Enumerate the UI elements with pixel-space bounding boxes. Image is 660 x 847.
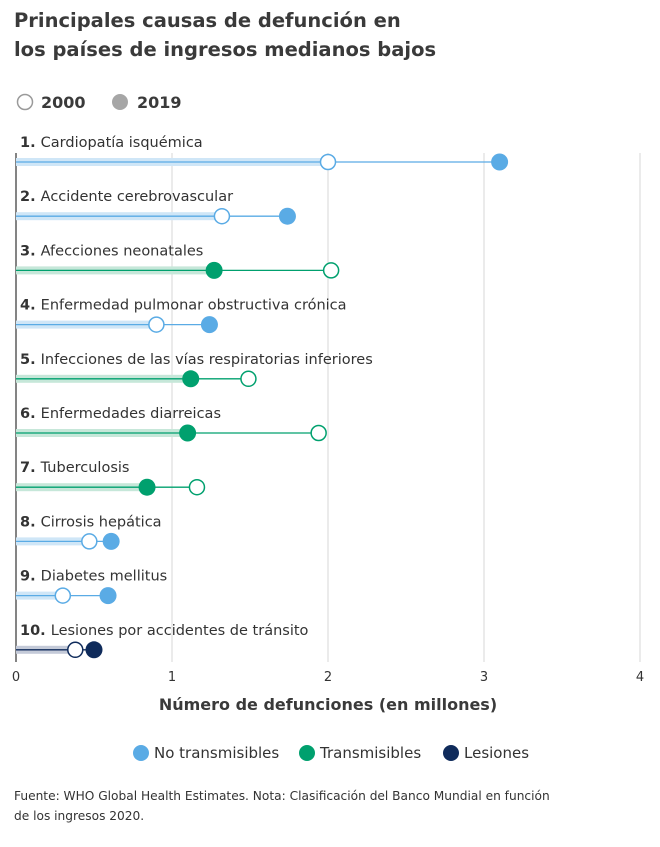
- point-2000: [81, 533, 98, 550]
- category-label: 5. Infecciones de las vías respiratorias…: [20, 352, 373, 368]
- category-row: 2. Accidente cerebrovascular: [16, 189, 296, 225]
- point-2000: [67, 641, 84, 659]
- point-2019: [491, 153, 509, 171]
- category-label: 7. Tuberculosis: [20, 460, 129, 476]
- legend-l-label: Lesiones: [464, 744, 529, 762]
- category-row: 10. Lesiones por accidentes de tránsito: [16, 623, 309, 659]
- x-tick-label: 2: [324, 670, 332, 685]
- category-row: 8. Cirrosis hepática: [16, 514, 162, 550]
- point-2019: [85, 641, 103, 659]
- x-tick-label: 4: [636, 670, 644, 685]
- point-2000: [54, 587, 72, 604]
- grid-lines: [15, 153, 641, 662]
- point-2000: [213, 207, 231, 225]
- category-row: 6. Enfermedades diarreicas: [16, 406, 327, 442]
- x-tick-label: 3: [480, 670, 488, 685]
- x-axis-title: Número de defunciones (en millones): [159, 695, 497, 714]
- point-2019: [102, 532, 120, 550]
- point-2019: [179, 424, 197, 442]
- point-2000: [148, 316, 165, 333]
- chart-title-line-2: los países de ingresos medianos bajos: [14, 38, 436, 61]
- x-tick-label: 1: [168, 670, 176, 685]
- point-2019: [182, 370, 200, 388]
- plot-rows: 1. Cardiopatía isquémica 2. Accidente cer…: [16, 135, 509, 659]
- point-2000: [322, 262, 340, 279]
- legend-t-label: Transmisibles: [319, 744, 421, 762]
- category-label: 9. Diabetes mellitus: [20, 569, 167, 585]
- point-2000: [188, 478, 206, 496]
- x-axis-ticks: 0 1 2 3 4: [12, 670, 644, 685]
- source-note-line-1: Fuente: WHO Global Health Estimates. Not…: [14, 789, 550, 803]
- category-label: 2. Accidente cerebrovascular: [20, 189, 233, 205]
- legend-l-marker: [443, 745, 459, 761]
- point-2019: [200, 316, 218, 334]
- legend-t-marker: [299, 745, 315, 761]
- category-row: 1. Cardiopatía isquémica: [16, 135, 509, 171]
- category-label: 6. Enfermedades diarreicas: [20, 406, 221, 422]
- point-2019: [278, 207, 296, 225]
- category-row: 3. Afecciones neonatales: [16, 243, 340, 279]
- year-legend-2019-label: 2019: [137, 93, 182, 112]
- legend-nt-marker: [133, 745, 149, 761]
- year-legend-2000-marker: [16, 93, 34, 111]
- point-2000: [319, 153, 337, 171]
- source-note-line-2: de los ingresos 2020.: [14, 809, 144, 823]
- year-legend-2000-label: 2000: [41, 93, 86, 112]
- category-label: 3. Afecciones neonatales: [20, 243, 203, 259]
- category-label: 10. Lesiones por accidentes de tránsito: [20, 623, 309, 639]
- category-row: 7. Tuberculosis: [16, 460, 206, 496]
- category-row: 9. Diabetes mellitus: [16, 569, 167, 605]
- category-label: 8. Cirrosis hepática: [20, 514, 162, 530]
- legend-nt-label: No transmisibles: [154, 744, 279, 762]
- point-2019: [99, 587, 117, 605]
- point-2019: [138, 478, 156, 496]
- x-tick-label: 0: [12, 670, 20, 685]
- point-2019: [205, 261, 223, 279]
- chart-title-line-1: Principales causas de defunción en: [14, 9, 401, 32]
- category-label: 1. Cardiopatía isquémica: [20, 135, 203, 151]
- category-row: 4. Enfermedad pulmonar obstructiva cróni…: [16, 298, 347, 334]
- category-label: 4. Enfermedad pulmonar obstructiva cróni…: [20, 298, 347, 314]
- point-2000: [240, 370, 257, 388]
- year-legend-2019-marker: [112, 94, 128, 110]
- year-legend: 2000 2019: [16, 93, 182, 112]
- point-2000: [310, 424, 327, 442]
- category-row: 5. Infecciones de las vías respiratorias…: [16, 352, 373, 388]
- type-legend: No transmisibles Transmisibles Lesiones: [133, 744, 529, 762]
